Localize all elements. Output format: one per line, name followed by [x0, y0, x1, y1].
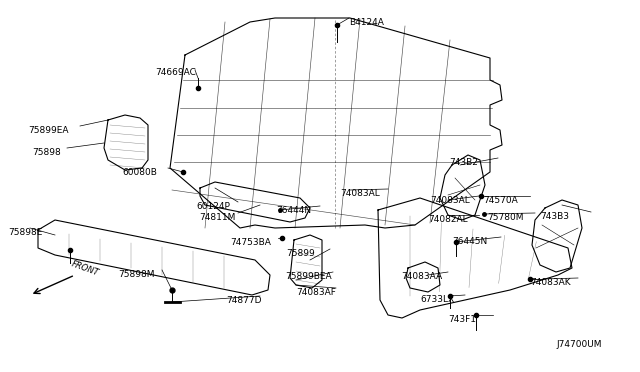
Text: 74083AA: 74083AA	[401, 272, 442, 281]
Text: 74753BA: 74753BA	[230, 238, 271, 247]
Text: 75898M: 75898M	[118, 270, 154, 279]
Text: 743F1: 743F1	[448, 315, 476, 324]
Text: 74083AF: 74083AF	[296, 288, 336, 297]
Text: 74669AC: 74669AC	[155, 68, 196, 77]
Text: 75899BEA: 75899BEA	[285, 272, 332, 281]
Text: 75898: 75898	[32, 148, 61, 157]
Text: 74083AL: 74083AL	[430, 196, 470, 205]
Text: 75899: 75899	[286, 249, 315, 258]
Text: 60124P: 60124P	[196, 202, 230, 211]
Text: 75780M: 75780M	[487, 213, 524, 222]
Text: 6733LX: 6733LX	[420, 295, 454, 304]
Text: 74877D: 74877D	[226, 296, 262, 305]
Text: 74570A: 74570A	[483, 196, 518, 205]
Text: B4124A: B4124A	[349, 18, 384, 27]
Text: 76444N: 76444N	[276, 206, 311, 215]
Text: 76445N: 76445N	[452, 237, 487, 246]
Text: 75899EA: 75899EA	[28, 126, 68, 135]
Text: 74083AL: 74083AL	[340, 189, 380, 198]
Text: 74083AK: 74083AK	[530, 278, 571, 287]
Text: FRONT: FRONT	[70, 260, 100, 278]
Text: 74082AL: 74082AL	[428, 215, 468, 224]
Text: 743B2: 743B2	[449, 158, 478, 167]
Text: J74700UM: J74700UM	[556, 340, 602, 349]
Text: 60080B: 60080B	[122, 168, 157, 177]
Text: 75898E: 75898E	[8, 228, 42, 237]
Text: 74811M: 74811M	[199, 213, 236, 222]
Text: 743B3: 743B3	[540, 212, 569, 221]
